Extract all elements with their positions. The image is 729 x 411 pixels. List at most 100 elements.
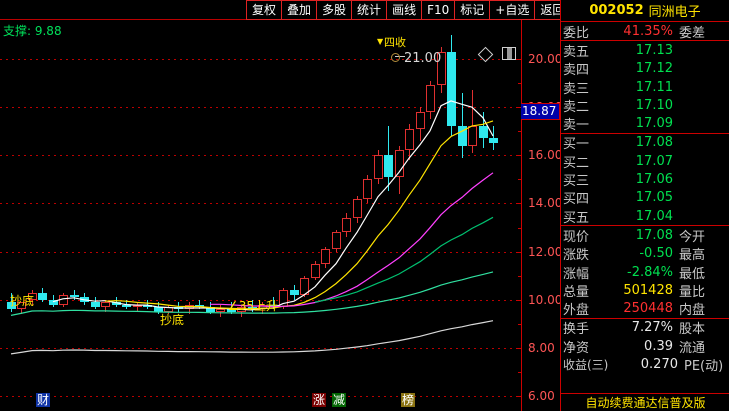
candle-body <box>28 292 37 300</box>
peak-dot-icon <box>391 53 400 62</box>
row-weibi: 委比 41.35% 委差 <box>561 22 729 41</box>
volume-value: 501428 <box>623 282 673 298</box>
gridline <box>0 396 521 397</box>
divider-1 <box>561 40 729 42</box>
candle-body <box>363 179 372 199</box>
bid-row-4[interactable]: 买四 17.05 <box>561 189 729 207</box>
ask-row-4[interactable]: 卖四 17.12 <box>561 60 729 78</box>
candle-wick <box>493 126 494 151</box>
toolbar-button-duogu[interactable]: 多股 <box>317 0 353 20</box>
annotation-chaodi-1: 抄底 <box>10 294 35 308</box>
row-current-price: 现价 17.08 今开 <box>561 226 729 245</box>
net-assets-value: 0.39 <box>644 338 673 354</box>
open-price-label: 今开 <box>679 229 706 245</box>
stock-code: 002052 <box>589 3 644 18</box>
bid-row-5[interactable]: 买五 17.04 <box>561 207 729 226</box>
bottom-marker-bang[interactable]: 榜 <box>401 393 416 407</box>
candle-body <box>70 294 79 298</box>
pe-dynamic-label: PE(动) <box>684 359 724 374</box>
axis-tick <box>516 155 522 156</box>
divider-3 <box>561 225 729 227</box>
weibi-value: 41.35% <box>623 23 673 39</box>
candle-wick <box>472 90 473 153</box>
toolbar-button-biaoji[interactable]: 标记 <box>455 0 491 20</box>
bottom-marker-jian[interactable]: 减 <box>332 393 347 407</box>
split-view-icon[interactable] <box>502 47 516 60</box>
ask-label-4: 卖四 <box>563 63 590 79</box>
candle-body <box>479 126 488 139</box>
toolbar-button-fuquan[interactable]: 复权 <box>246 0 283 20</box>
bid-price-2: 17.07 <box>635 153 673 169</box>
row-turnover: 换手 7.27% 股本 <box>561 319 729 337</box>
axis-tick <box>516 300 522 301</box>
candle-body <box>321 249 330 264</box>
bottom-marker-zhang[interactable]: 涨 <box>312 393 327 407</box>
ask-price-3: 17.11 <box>635 79 673 95</box>
axis-tick <box>516 107 522 108</box>
ask-price-5: 17.13 <box>635 42 673 58</box>
row-change: 涨跌 -0.50 最高 <box>561 245 729 263</box>
candle-body <box>437 51 446 86</box>
candle-body <box>332 232 341 250</box>
bid-price-1: 17.08 <box>635 135 673 151</box>
weicha-label: 委差 <box>679 25 706 41</box>
toolbar-button-add-watchlist[interactable]: +自选 <box>490 0 536 20</box>
axis-tick-minor <box>518 324 522 325</box>
gridline <box>0 107 521 108</box>
eps-value: 0.270 <box>640 356 678 372</box>
candle-body <box>342 217 351 233</box>
candle-body <box>447 51 456 127</box>
current-price-label: 现价 <box>563 229 590 245</box>
kline-chart[interactable]: 支撑: 9.88 20.0018.0016.0014.0012.0010.008… <box>0 20 560 411</box>
axis-tick <box>516 59 522 60</box>
gridline <box>0 300 521 301</box>
ask-price-1: 17.09 <box>635 116 673 132</box>
volume-label: 总量 <box>563 284 590 300</box>
row-net-assets: 净资 0.39 流通 <box>561 337 729 356</box>
ask-row-1[interactable]: 卖一 17.09 <box>561 114 729 133</box>
gridline <box>0 348 521 349</box>
ask-price-4: 17.12 <box>635 61 673 77</box>
float-shares-label: 流通 <box>679 340 706 356</box>
candle-body <box>206 306 215 312</box>
toolbar-button-diejia[interactable]: 叠加 <box>282 0 318 20</box>
candle-body <box>384 155 393 177</box>
annotation-peak-caret: ▼ <box>377 37 384 46</box>
candle-wick <box>11 292 12 312</box>
candle-body <box>290 290 299 295</box>
bid-label-5: 买五 <box>563 210 590 226</box>
outer-volume-label: 外盘 <box>563 303 590 319</box>
bid-row-1[interactable]: 买一 17.08 <box>561 134 729 152</box>
candle-body <box>248 306 257 310</box>
quote-title: 002052 同洲电子 <box>561 0 729 22</box>
row-volume: 总量 501428 量比 <box>561 281 729 300</box>
bid-row-3[interactable]: 买三 17.06 <box>561 170 729 190</box>
price-axis-label: 10.00 <box>528 293 560 307</box>
price-axis-label: 14.00 <box>528 196 560 210</box>
annotation-peak-price: 21.00 <box>404 51 442 66</box>
quote-panel: 002052 同洲电子 委比 41.35% 委差 卖五 17.13 卖四 17.… <box>560 0 729 411</box>
panel-footer-promo[interactable]: 自动续费通达信普及版 <box>561 393 729 411</box>
annotation-chaodi-2: 抄底 <box>160 313 185 327</box>
candle-wick <box>462 92 463 158</box>
current-price-value: 17.08 <box>635 227 673 243</box>
bid-label-3: 买三 <box>563 174 590 190</box>
ask-row-5[interactable]: 卖五 17.13 <box>561 41 729 60</box>
axis-tick <box>516 348 522 349</box>
high-price-label: 最高 <box>679 248 706 264</box>
net-assets-label: 净资 <box>563 340 590 356</box>
toolbar-button-tongji[interactable]: 统计 <box>352 0 388 20</box>
toolbar-button-f10[interactable]: F10 <box>422 0 456 20</box>
axis-tick <box>516 252 522 253</box>
axis-tick <box>516 203 522 204</box>
toolbar-button-huaxian[interactable]: 画线 <box>387 0 423 20</box>
bid-row-2[interactable]: 买二 17.07 <box>561 152 729 171</box>
row-eps: 收益(三) 0.270 PE(动) <box>561 355 729 374</box>
ask-row-3[interactable]: 卖三 17.11 <box>561 78 729 97</box>
divider-2 <box>561 132 729 134</box>
ask-label-2: 卖二 <box>563 99 590 115</box>
ask-row-2[interactable]: 卖二 17.10 <box>561 96 729 115</box>
weibi-label: 委比 <box>563 25 590 41</box>
bottom-marker-cai[interactable]: 财 <box>36 393 51 407</box>
